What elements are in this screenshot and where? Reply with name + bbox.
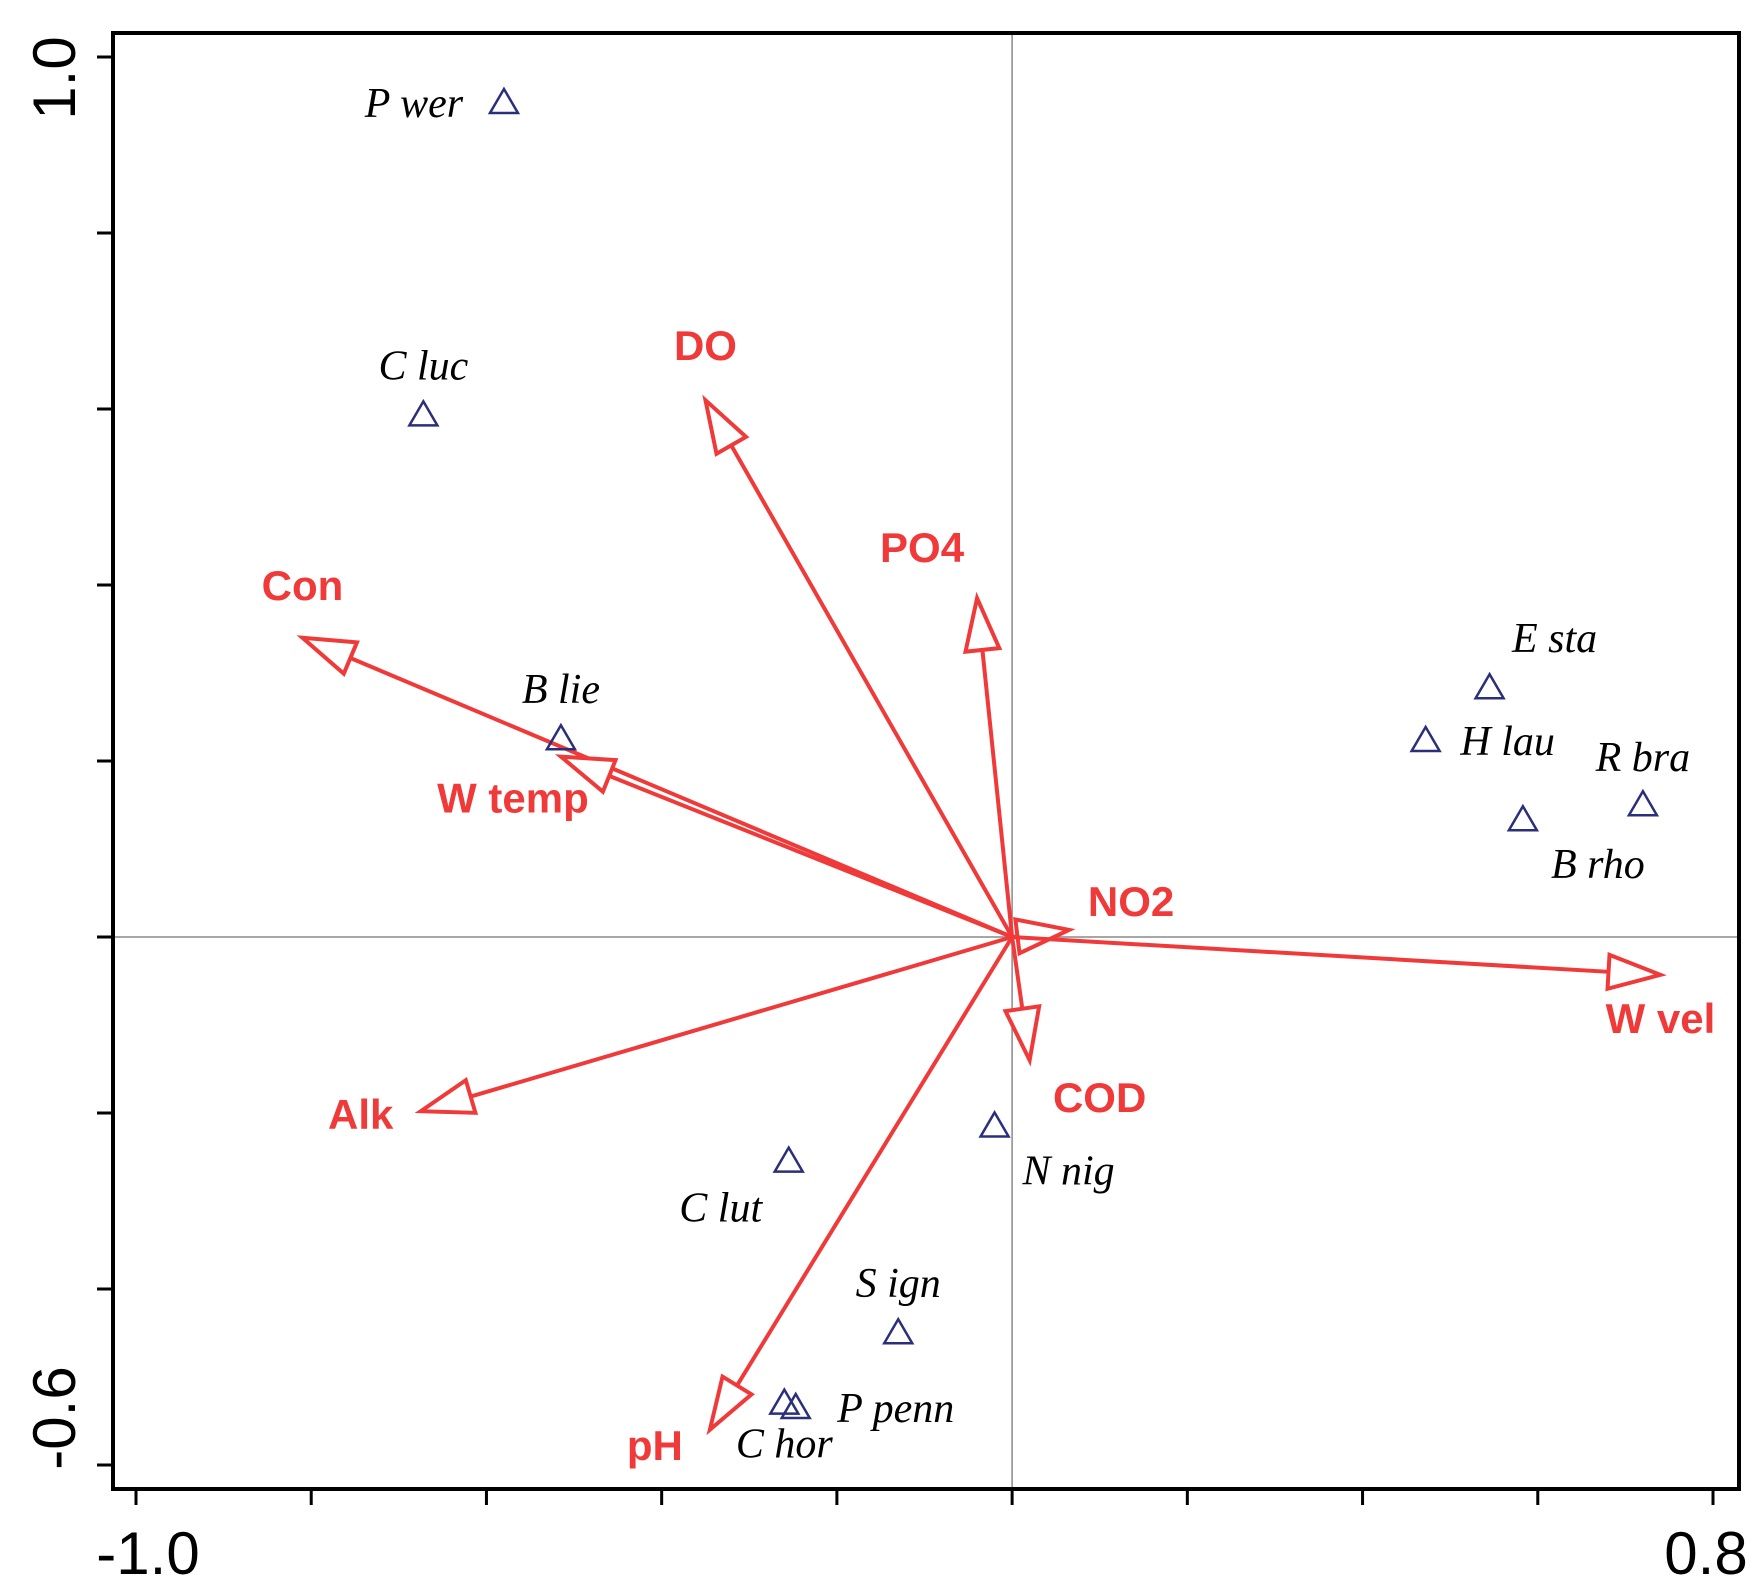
arrowhead-alk (414, 1077, 479, 1115)
vector-line-alk (470, 935, 1013, 1099)
vector-line-cod (1010, 936, 1025, 1009)
species-marker-p-penn (779, 1391, 812, 1420)
species-marker-b-lie (544, 722, 578, 751)
species-marker-c-hor (768, 1387, 801, 1415)
x-tick-label-max: 0.8 (1664, 1520, 1747, 1586)
vector-line-w-temp (608, 774, 1013, 939)
species-label-p-wer: P wer (364, 81, 464, 127)
species-label-h-lau: H lau (1459, 719, 1555, 765)
species-b-lie: B lie (522, 667, 600, 751)
vector-po4: PO4 (880, 524, 1015, 938)
species-c-lut: C lut (679, 1145, 805, 1232)
species-label-c-lut: C lut (679, 1186, 763, 1232)
species-label-e-sta: E sta (1511, 616, 1597, 662)
vector-label-po4: PO4 (880, 524, 965, 571)
species-label-c-luc: C luc (378, 343, 468, 389)
species-marker-b-rho (1506, 803, 1540, 832)
vector-label-cod: COD (1053, 1074, 1146, 1121)
species-marker-s-ign (882, 1316, 915, 1345)
species-c-luc: C luc (378, 343, 469, 427)
vector-label-con: Con (262, 562, 344, 609)
vector-line-w-vel (1011, 935, 1609, 974)
species-e-sta: E sta (1473, 616, 1597, 700)
species-b-rho: B rho (1506, 803, 1645, 888)
species-h-lau: H lau (1409, 719, 1555, 765)
species-marker-r-bra (1626, 788, 1660, 817)
vector-label-ph: pH (627, 1422, 683, 1469)
vector-label-w-vel: W vel (1606, 995, 1716, 1042)
vector-do: DO (674, 322, 1014, 938)
vector-w-temp: W temp (437, 754, 1013, 939)
vector-label-alk: Alk (328, 1091, 394, 1138)
vector-line-do (729, 444, 1014, 938)
vector-line-con (349, 656, 1013, 939)
species-s-ign: S ign (856, 1261, 941, 1345)
x-tick-label-min: -1.0 (96, 1520, 199, 1586)
axis-ticks (97, 55, 1715, 1505)
vector-con: Con (262, 562, 1013, 939)
vector-label-no2: NO2 (1088, 878, 1174, 925)
vector-ph: pH (627, 935, 1014, 1469)
arrowhead-ph (706, 1373, 755, 1436)
species-label-c-hor: C hor (736, 1422, 834, 1468)
arrowhead-w-temp (554, 754, 619, 795)
species-points: P wer C luc B lie E sta H lau R bra B rho N nig… (364, 81, 1690, 1468)
species-marker-p-wer (487, 86, 521, 115)
arrowhead-cod (1002, 1003, 1042, 1067)
vector-line-ph (735, 935, 1014, 1387)
species-r-bra: R bra (1595, 735, 1691, 817)
arrowhead-po4 (962, 591, 1003, 654)
arrowhead-do (702, 394, 750, 457)
arrowhead-con (296, 635, 360, 677)
species-label-p-penn: P penn (836, 1386, 954, 1432)
zero-lines (113, 33, 1739, 1489)
species-marker-n-nig (978, 1109, 1011, 1138)
species-c-hor: C hor (736, 1387, 834, 1468)
species-marker-c-lut (772, 1145, 805, 1173)
vector-w-vel: W vel (1011, 935, 1716, 1042)
species-label-n-nig: N nig (1021, 1148, 1114, 1194)
y-tick-label-min: -0.6 (21, 1366, 88, 1469)
y-tick-label-max: 1.0 (21, 36, 88, 119)
environment-vectors: DO PO4 Con W temp NO2 W vel COD Alk pH (262, 322, 1716, 1469)
species-p-wer: P wer (364, 81, 521, 127)
species-marker-h-lau (1409, 724, 1442, 753)
species-n-nig: N nig (978, 1109, 1115, 1194)
species-marker-c-luc (407, 398, 440, 427)
vector-label-do: DO (674, 322, 737, 369)
vector-alk: Alk (328, 935, 1013, 1138)
vector-label-w-temp: W temp (437, 775, 589, 822)
species-label-b-lie: B lie (522, 667, 600, 713)
species-label-s-ign: S ign (856, 1261, 941, 1307)
species-p-penn: P penn (779, 1386, 954, 1432)
arrowhead-w-vel (1605, 951, 1667, 992)
species-label-r-bra: R bra (1595, 735, 1691, 781)
vector-cod: COD (1002, 936, 1146, 1121)
species-label-b-rho: B rho (1551, 842, 1645, 888)
species-marker-e-sta (1473, 671, 1506, 700)
vector-line-po4 (980, 649, 1015, 938)
